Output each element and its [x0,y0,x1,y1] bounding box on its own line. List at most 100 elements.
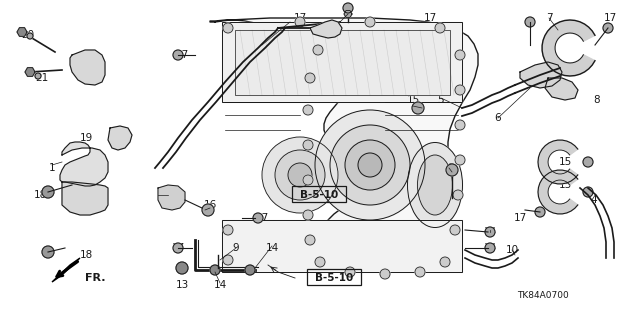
Polygon shape [60,142,108,186]
Text: FR.: FR. [85,273,106,283]
Text: 14: 14 [483,227,497,237]
Text: 2: 2 [164,190,172,200]
Text: 14: 14 [266,243,278,253]
Circle shape [345,267,355,277]
Circle shape [453,190,463,200]
Circle shape [303,140,313,150]
Text: 3: 3 [79,57,85,67]
Text: 17: 17 [424,13,436,23]
Text: 17: 17 [513,213,527,223]
Circle shape [288,163,312,187]
Circle shape [450,225,460,235]
Text: 9: 9 [233,243,239,253]
Text: 14: 14 [213,280,227,290]
Polygon shape [542,20,595,76]
Circle shape [380,269,390,279]
Circle shape [535,207,545,217]
Circle shape [223,225,233,235]
Circle shape [295,17,305,27]
Polygon shape [210,18,478,270]
Circle shape [525,17,535,27]
Circle shape [455,155,465,165]
Text: 4: 4 [591,195,597,205]
Circle shape [415,267,425,277]
Text: 15: 15 [558,157,572,167]
Circle shape [35,73,41,79]
Text: 12: 12 [442,163,456,173]
Text: B-5-10: B-5-10 [315,273,353,283]
Polygon shape [25,68,35,76]
Circle shape [176,262,188,274]
Text: 17: 17 [172,243,184,253]
Polygon shape [344,11,352,18]
Circle shape [303,175,313,185]
Text: 15: 15 [558,180,572,190]
Text: 7: 7 [546,13,552,23]
Text: TK84A0700: TK84A0700 [517,292,569,300]
Circle shape [358,153,382,177]
Text: 16: 16 [204,200,216,210]
Circle shape [223,23,233,33]
Circle shape [330,125,410,205]
Circle shape [435,23,445,33]
Circle shape [305,235,315,245]
Circle shape [27,33,33,39]
Circle shape [485,227,495,237]
Text: 11: 11 [255,50,269,60]
Circle shape [315,257,325,267]
Text: 1: 1 [49,163,55,173]
Circle shape [202,204,214,216]
Circle shape [210,265,220,275]
Text: 20: 20 [21,30,35,40]
Circle shape [583,187,593,197]
Circle shape [42,246,54,258]
Text: 17: 17 [255,213,269,223]
FancyBboxPatch shape [222,22,462,102]
Circle shape [343,3,353,13]
Circle shape [275,150,325,200]
Circle shape [262,137,338,213]
Circle shape [303,210,313,220]
Circle shape [245,265,255,275]
Polygon shape [310,20,342,38]
Polygon shape [70,50,105,85]
FancyBboxPatch shape [222,220,462,272]
Circle shape [345,140,395,190]
Text: 13: 13 [175,280,189,290]
Circle shape [455,50,465,60]
Circle shape [446,164,458,176]
Circle shape [455,120,465,130]
Text: 18: 18 [79,250,93,260]
Polygon shape [538,140,578,184]
Polygon shape [17,28,27,36]
Text: 15: 15 [406,95,420,105]
Polygon shape [545,78,578,100]
Polygon shape [520,62,562,88]
Text: 17: 17 [175,50,189,60]
Text: 14: 14 [483,243,497,253]
Polygon shape [62,182,108,215]
Circle shape [485,243,495,253]
Circle shape [42,186,54,198]
Circle shape [412,102,424,114]
Circle shape [173,243,183,253]
Polygon shape [108,126,132,150]
Circle shape [440,257,450,267]
Text: 19: 19 [79,133,93,143]
Circle shape [223,255,233,265]
Polygon shape [538,170,578,214]
Circle shape [253,213,263,223]
Text: B-5-10: B-5-10 [300,190,338,200]
Text: 5: 5 [438,95,444,105]
Text: 6: 6 [495,113,501,123]
Circle shape [173,50,183,60]
Circle shape [305,73,315,83]
FancyBboxPatch shape [235,30,450,95]
Text: 17: 17 [293,13,307,23]
Text: 18: 18 [33,190,47,200]
Circle shape [583,157,593,167]
Ellipse shape [417,155,452,215]
Circle shape [455,85,465,95]
Text: 17: 17 [604,13,616,23]
Text: 8: 8 [594,95,600,105]
